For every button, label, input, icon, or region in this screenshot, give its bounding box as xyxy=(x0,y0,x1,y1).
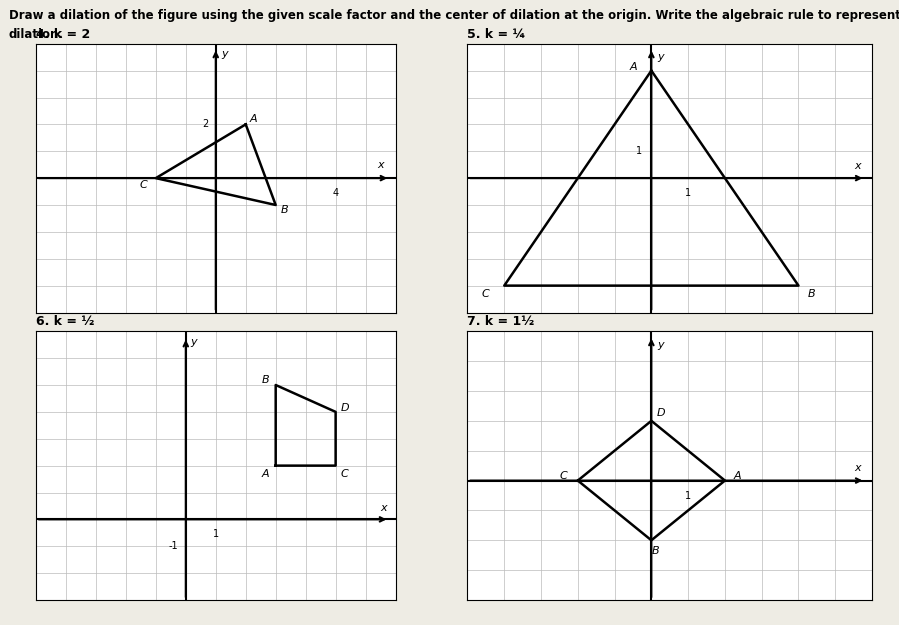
Text: A: A xyxy=(629,62,636,72)
Text: y: y xyxy=(657,52,663,62)
Text: C: C xyxy=(559,471,567,481)
Text: B: B xyxy=(262,374,269,384)
Text: C: C xyxy=(341,469,349,479)
Text: 6. k = ½: 6. k = ½ xyxy=(36,315,94,328)
Text: 1: 1 xyxy=(636,146,642,156)
Text: 1: 1 xyxy=(685,188,691,198)
Text: dilation.: dilation. xyxy=(9,28,64,41)
Text: A: A xyxy=(734,471,742,481)
Text: y: y xyxy=(657,340,663,350)
Text: B: B xyxy=(807,289,815,299)
Text: B: B xyxy=(651,546,659,556)
Text: x: x xyxy=(854,161,860,171)
Text: x: x xyxy=(854,463,860,473)
Text: Draw a dilation of the figure using the given scale factor and the center of dil: Draw a dilation of the figure using the … xyxy=(9,9,899,22)
Text: 2: 2 xyxy=(202,119,209,129)
Text: C: C xyxy=(140,180,147,190)
Text: x: x xyxy=(380,503,387,512)
Text: D: D xyxy=(656,408,665,418)
Text: 1: 1 xyxy=(213,529,218,539)
Text: D: D xyxy=(341,403,349,413)
Text: C: C xyxy=(482,289,490,299)
Text: -1: -1 xyxy=(169,541,178,551)
Text: 7. k = 1½: 7. k = 1½ xyxy=(467,315,535,328)
Text: 4: 4 xyxy=(333,188,339,198)
Text: y: y xyxy=(191,337,197,347)
Text: 1: 1 xyxy=(685,491,691,501)
Text: A: A xyxy=(249,114,257,124)
Text: A: A xyxy=(262,469,269,479)
Text: y: y xyxy=(222,49,228,59)
Text: 4. k = 2: 4. k = 2 xyxy=(36,28,90,41)
Text: B: B xyxy=(280,206,289,216)
Text: x: x xyxy=(378,160,384,170)
Text: 5. k = ¼: 5. k = ¼ xyxy=(467,28,526,41)
